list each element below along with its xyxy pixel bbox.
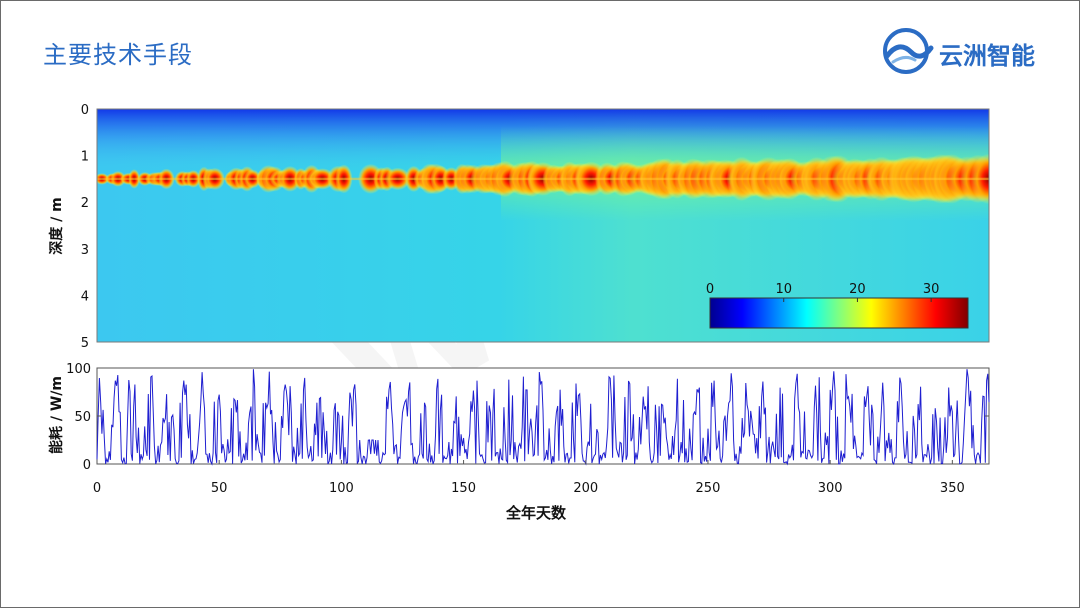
line-y-label: 能耗 / W/m	[48, 376, 65, 454]
line-y-ticks: 0 50 100	[66, 362, 989, 473]
logo-text: 云洲智能	[939, 42, 1035, 70]
heatmap-frame	[96, 108, 990, 343]
line-x-tick-label: 350	[940, 481, 965, 496]
line-y-tick-label: 50	[74, 410, 91, 425]
line-x-tick-label: 250	[696, 481, 721, 496]
colorbar-tick-label: 30	[923, 282, 940, 297]
line-x-tick-label: 0	[93, 481, 101, 496]
colorbar-tick-label: 20	[849, 282, 866, 297]
line-x-ticks: 0 50 100 150 200 250 300 350	[93, 460, 965, 496]
heatmap-y-tick-label: 1	[81, 150, 89, 165]
line-y-tick-label: 100	[66, 362, 91, 377]
hot-layer-streak	[97, 177, 989, 181]
heatmap-y-tick-label: 4	[81, 289, 89, 304]
energy-series-line	[96, 369, 990, 466]
heatmap-y-tick-label: 5	[81, 336, 89, 351]
line-x-tick-label: 100	[329, 481, 354, 496]
colorbar-gradient	[709, 297, 969, 329]
line-y-tick-label: 0	[83, 458, 91, 473]
line-x-tick-label: 300	[818, 481, 843, 496]
line-x-label: 全年天数	[505, 504, 567, 522]
colorbar-tick-label: 10	[775, 282, 792, 297]
slide-title: 主要技术手段	[43, 41, 193, 69]
colorbar: 0 10 20 30	[706, 282, 969, 329]
line-x-tick-label: 50	[211, 481, 228, 496]
line-x-tick-label: 200	[573, 481, 598, 496]
swirl-logo-icon	[883, 28, 934, 74]
hot-layer	[97, 153, 989, 205]
heatmap-y-label: 深度 / m	[48, 197, 65, 254]
energy-line-chart: 0 50 100 0 50 100 150 200 250 300 350 能耗 / W/m 全年…	[48, 362, 990, 522]
heatmap-y-tick-label: 2	[81, 196, 89, 211]
heatmap-y-tick-label: 3	[81, 243, 89, 258]
depth-heatmap: 0 1 2 3 4 5 深度 / m 0 10 20 30	[48, 103, 990, 351]
colorbar-tick-label: 0	[706, 282, 714, 297]
heatmap-y-ticks: 0 1 2 3 4 5	[81, 103, 89, 351]
company-logo: 云洲智能	[881, 26, 1061, 76]
colorbar-ticks: 0 10 20 30	[706, 282, 940, 302]
line-x-tick-label: 150	[451, 481, 476, 496]
heatmap-y-tick-label: 0	[81, 103, 89, 118]
